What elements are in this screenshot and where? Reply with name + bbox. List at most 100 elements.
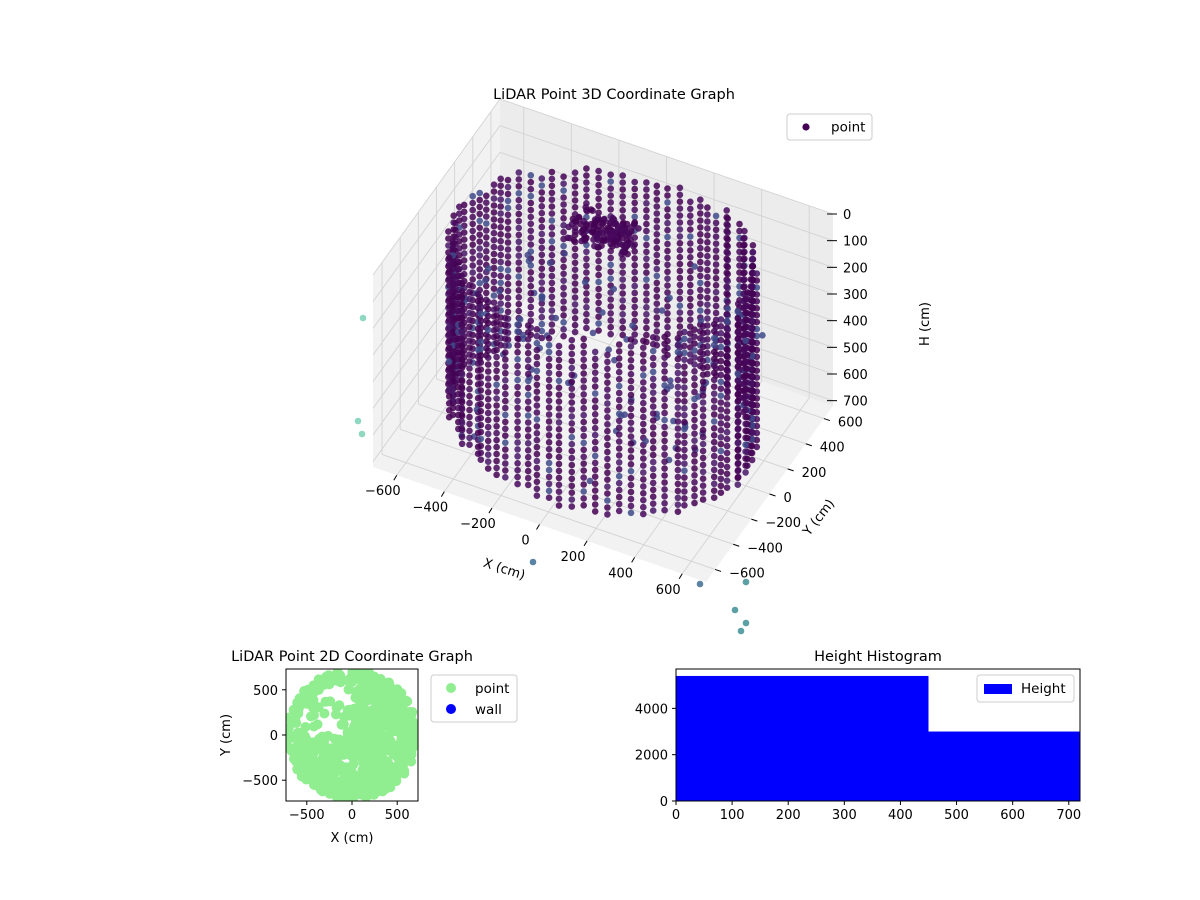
h-tick-label: 200 (843, 261, 868, 276)
point-3d (515, 196, 523, 204)
point-3d (555, 342, 563, 350)
point-3d (697, 258, 704, 266)
point-3d (484, 333, 492, 341)
point-2d (362, 741, 373, 752)
point-3d (514, 349, 521, 356)
point-3d (619, 317, 626, 325)
x-tick (536, 524, 540, 530)
point-3d (484, 437, 492, 445)
point-3d (514, 328, 521, 335)
point-3d (627, 488, 635, 496)
point-3d (687, 274, 694, 282)
point-3d (717, 427, 725, 434)
point-3d (674, 404, 682, 412)
point-3d (560, 312, 567, 319)
point-3d (664, 323, 671, 331)
point-3d (724, 277, 731, 285)
point-3d (697, 272, 704, 280)
point-3d (490, 181, 498, 188)
point-3d (691, 479, 698, 486)
point-3d (538, 313, 546, 321)
chart2d-xlabel: X (cm) (331, 831, 374, 846)
point-3d (699, 392, 707, 399)
point-3d (697, 265, 704, 273)
point-3d (615, 341, 623, 348)
point-3d (538, 209, 546, 217)
point-3d (458, 272, 466, 280)
point-3d (555, 439, 563, 447)
x-tick-label: 100 (720, 808, 745, 823)
point-2d (357, 789, 368, 800)
point-3d (504, 232, 512, 239)
h-tick-label: 500 (843, 341, 868, 356)
point-3d (533, 423, 541, 430)
point-3d (699, 350, 707, 358)
point-3d (568, 413, 576, 420)
point-3d (640, 386, 647, 393)
point-3d (640, 344, 647, 352)
point-3d (627, 454, 635, 461)
point-3d (661, 347, 668, 355)
point-3d (717, 336, 725, 344)
point-2d (396, 757, 407, 768)
point-3d (515, 273, 523, 280)
point-3d (653, 217, 661, 224)
point-3d (560, 298, 567, 305)
chart3d-legend-label: point (831, 120, 865, 136)
point-3d (627, 447, 635, 454)
point-3d (595, 188, 602, 196)
point-3d (560, 256, 567, 264)
point-3d (627, 357, 635, 364)
point-3d (571, 328, 579, 336)
point-3d (627, 509, 635, 517)
point-3d (619, 200, 626, 207)
point-2d (395, 748, 406, 759)
point-3d (514, 425, 521, 432)
point-3d (533, 464, 541, 472)
point-2d (344, 729, 355, 740)
point-3d (515, 217, 523, 225)
point-3d (607, 317, 614, 324)
h-tick-label: 700 (843, 395, 868, 410)
point-3d (742, 351, 749, 358)
point-3d (653, 265, 661, 273)
point-3d (723, 463, 731, 471)
point-3d (649, 396, 657, 404)
point-3d (631, 255, 638, 262)
outlier-point (529, 558, 537, 566)
point-3d (538, 258, 546, 266)
point-3d (687, 240, 694, 247)
point-3d (587, 206, 595, 213)
point-3d (643, 207, 650, 214)
point-2d (371, 731, 382, 742)
point-3d (445, 330, 453, 338)
point-3d (676, 240, 684, 247)
point-3d (717, 316, 725, 323)
point-3d (676, 267, 684, 275)
point-3d (691, 458, 698, 465)
x-tick-label: 700 (1056, 808, 1081, 823)
point-3d (643, 248, 650, 256)
point-2d (305, 696, 316, 707)
point-3d (502, 342, 509, 349)
point-3d (514, 446, 521, 453)
point-3d (515, 238, 523, 246)
point-3d (583, 262, 590, 270)
point-3d (445, 358, 453, 366)
point-3d (747, 276, 755, 283)
y-tick-label: 4000 (635, 702, 668, 717)
point-3d (568, 357, 576, 365)
point-3d (545, 355, 553, 363)
point-3d (445, 303, 453, 310)
point-2d (365, 674, 376, 685)
point-3d (477, 407, 485, 415)
point-3d (545, 390, 553, 398)
point-3d (484, 444, 492, 452)
point-3d (490, 223, 498, 230)
point-3d (484, 382, 492, 389)
hist-bar (928, 731, 1080, 801)
point-2d (367, 687, 378, 698)
point-3d (515, 294, 523, 301)
point-3d (555, 363, 563, 371)
point-3d (649, 417, 657, 424)
